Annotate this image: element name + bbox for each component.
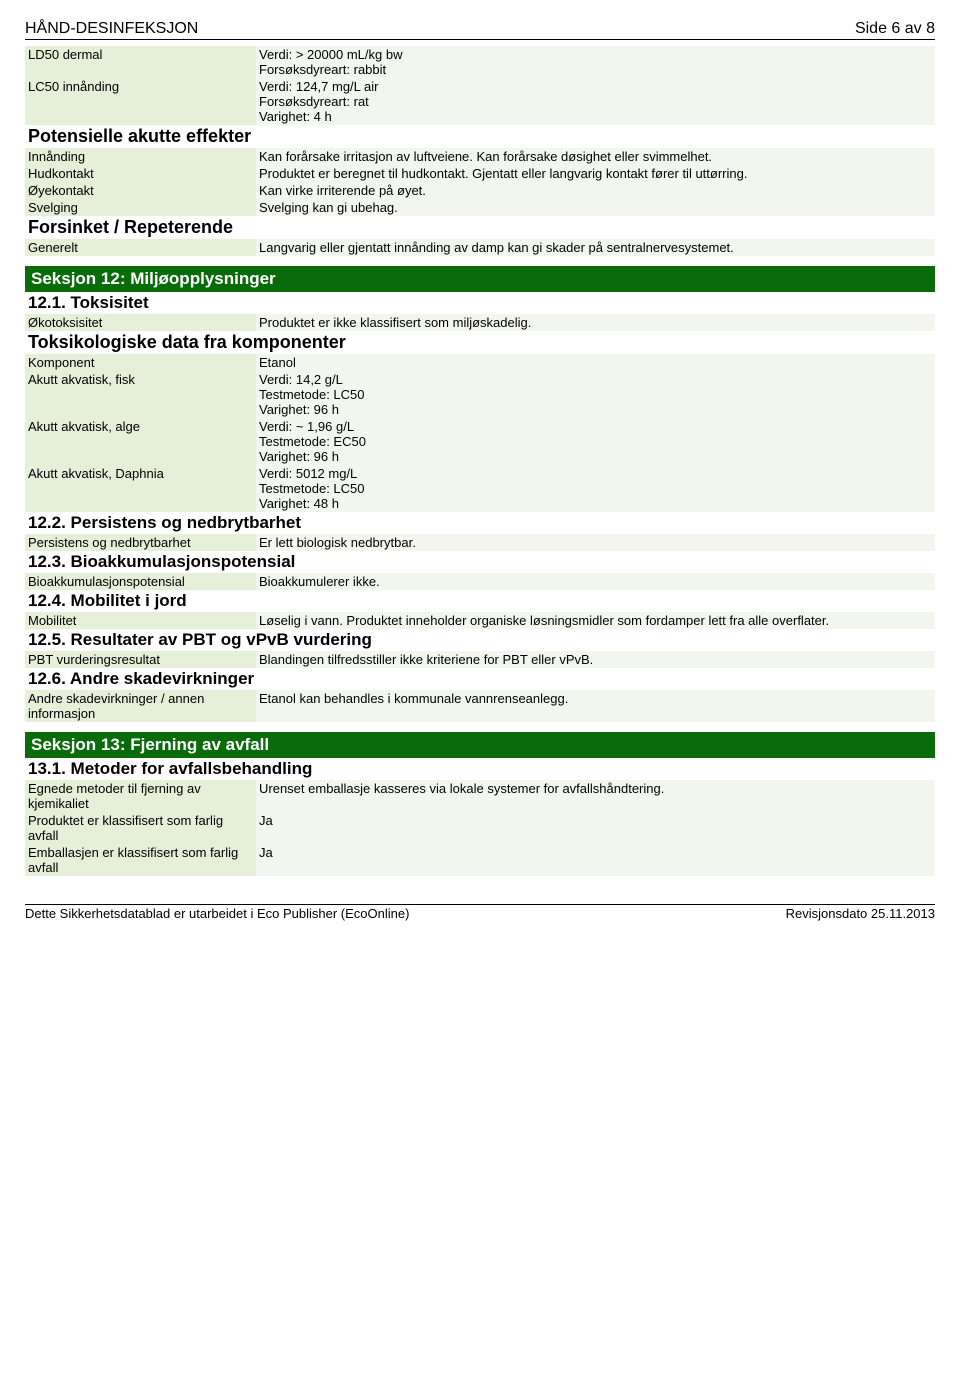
waste-row-label: Emballasjen er klassifisert som farlig a… (25, 844, 256, 876)
heading-12-6: 12.6. Andre skadevirkninger (25, 668, 935, 690)
bioaccum-row-label: Bioakkumulasjonspotensial (25, 573, 256, 590)
waste-row-label: Produktet er klassifisert som farlig avf… (25, 812, 256, 844)
component-row-value: Verdi: ~ 1,96 g/LTestmetode: EC50Varighe… (256, 418, 935, 465)
page-number: Side 6 av 8 (855, 20, 935, 38)
delayed-heading: Forsinket / Repeterende (25, 216, 935, 239)
ecotox-row-label: Økotoksisitet (25, 314, 256, 331)
waste-row-value: Ja (256, 812, 935, 844)
heading-12-1: 12.1. Toksisitet (25, 292, 935, 314)
tox-row-label: LC50 innånding (25, 78, 256, 125)
heading-12-2: 12.2. Persistens og nedbrytbarhet (25, 512, 935, 534)
acute-row-label: Svelging (25, 199, 256, 216)
acute-row-label: Hudkontakt (25, 165, 256, 182)
heading-13-1: 13.1. Metoder for avfallsbehandling (25, 758, 935, 780)
ecotox-row-value: Produktet er ikke klassifisert som miljø… (256, 314, 935, 331)
bioaccum-row-value: Bioakkumulerer ikke. (256, 573, 935, 590)
delayed-row-label: Generelt (25, 239, 256, 256)
acute-row-value: Produktet er beregnet til hudkontakt. Gj… (256, 165, 935, 182)
acute-row-label: Øyekontakt (25, 182, 256, 199)
main-table: LD50 dermalVerdi: > 20000 mL/kg bwForsøk… (25, 46, 935, 876)
acute-row-value: Kan forårsake irritasjon av luftveiene. … (256, 148, 935, 165)
mobility-row-value: Løselig i vann. Produktet inneholder org… (256, 612, 935, 629)
other-effects-row-label: Andre skadevirkninger / annen informasjo… (25, 690, 256, 722)
section-12-bar: Seksjon 12: Miljøopplysninger (25, 266, 935, 292)
waste-row-value: Ja (256, 844, 935, 876)
heading-12-3: 12.3. Bioakkumulasjonspotensial (25, 551, 935, 573)
waste-row-label: Egnede metoder til fjerning av kjemikali… (25, 780, 256, 812)
waste-row-value: Urenset emballasje kasseres via lokale s… (256, 780, 935, 812)
component-row-label: Akutt akvatisk, fisk (25, 371, 256, 418)
component-row-value: Etanol (256, 354, 935, 371)
component-row-value: Verdi: 5012 mg/LTestmetode: LC50Varighet… (256, 465, 935, 512)
pbt-row-value: Blandingen tilfredsstiller ikke kriterie… (256, 651, 935, 668)
component-row-value: Verdi: 14,2 g/LTestmetode: LC50Varighet:… (256, 371, 935, 418)
persistence-row-value: Er lett biologisk nedbrytbar. (256, 534, 935, 551)
page-header: HÅND-DESINFEKSJON Side 6 av 8 (25, 20, 935, 40)
tox-row-label: LD50 dermal (25, 46, 256, 78)
footer-right: Revisjonsdato 25.11.2013 (786, 906, 935, 921)
delayed-row-value: Langvarig eller gjentatt innånding av da… (256, 239, 935, 256)
persistence-row-label: Persistens og nedbrytbarhet (25, 534, 256, 551)
acute-row-label: Innånding (25, 148, 256, 165)
acute-row-value: Svelging kan gi ubehag. (256, 199, 935, 216)
footer-left: Dette Sikkerhetsdatablad er utarbeidet i… (25, 906, 409, 921)
acute-row-value: Kan virke irriterende på øyet. (256, 182, 935, 199)
component-row-label: Komponent (25, 354, 256, 371)
pbt-row-label: PBT vurderingsresultat (25, 651, 256, 668)
heading-12-4: 12.4. Mobilitet i jord (25, 590, 935, 612)
tox-row-value: Verdi: > 20000 mL/kg bwForsøksdyreart: r… (256, 46, 935, 78)
section-13-bar: Seksjon 13: Fjerning av avfall (25, 732, 935, 758)
doc-title: HÅND-DESINFEKSJON (25, 20, 198, 38)
other-effects-row-value: Etanol kan behandles i kommunale vannren… (256, 690, 935, 722)
heading-12-5: 12.5. Resultater av PBT og vPvB vurderin… (25, 629, 935, 651)
tox-row-value: Verdi: 124,7 mg/L airForsøksdyreart: rat… (256, 78, 935, 125)
tox-components-heading: Toksikologiske data fra komponenter (25, 331, 935, 354)
page-footer: Dette Sikkerhetsdatablad er utarbeidet i… (25, 904, 935, 921)
component-row-label: Akutt akvatisk, Daphnia (25, 465, 256, 512)
acute-effects-heading: Potensielle akutte effekter (25, 125, 935, 148)
mobility-row-label: Mobilitet (25, 612, 256, 629)
component-row-label: Akutt akvatisk, alge (25, 418, 256, 465)
